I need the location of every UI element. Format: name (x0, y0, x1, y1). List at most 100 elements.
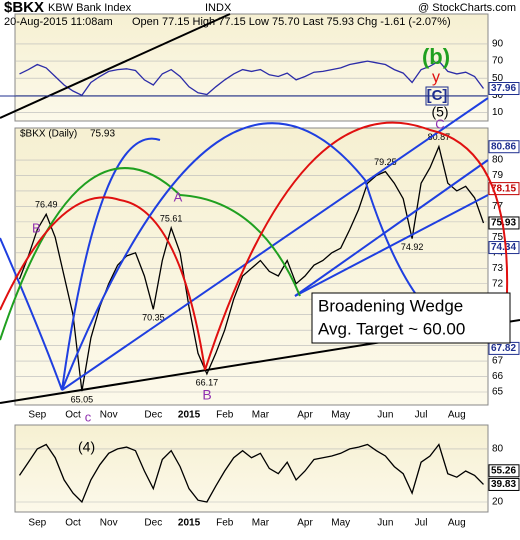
level-box (488, 477, 520, 491)
top-panel (14, 13, 489, 122)
index-name: KBW Bank Index (48, 2, 132, 14)
x-tick-label: Feb (216, 518, 234, 529)
x-tick-label: May (331, 518, 350, 529)
x-tick-label: Oct (65, 518, 81, 529)
data-label: 74.92 (401, 242, 424, 252)
annotation: [C] (427, 87, 448, 104)
annotation: (5) (431, 104, 448, 120)
legend-last: 75.93 (90, 129, 115, 140)
level-label: 74.34 (491, 242, 516, 253)
symbol: $BKX (4, 0, 44, 16)
level-box (488, 241, 520, 255)
data-label: 75.61 (160, 213, 183, 223)
data-label: 66.17 (196, 377, 219, 387)
annotation: (4) (78, 439, 95, 455)
x-tick-label: 2015 (178, 410, 201, 421)
annotation: B (202, 387, 211, 403)
datetime: 20-Aug-2015 11:08am (4, 16, 113, 28)
x-tick-label: Oct (65, 410, 81, 421)
red-arc (0, 196, 206, 371)
y-tick-label: 20 (492, 497, 504, 508)
blue-arc (61, 122, 421, 391)
blue-line (61, 97, 489, 391)
series-line (18, 443, 484, 504)
y-tick-label: 65 (492, 387, 504, 398)
annotation: Avg. Target ~ 60.00 (318, 319, 465, 338)
y-tick-label: 75 (492, 232, 504, 243)
level-box (488, 140, 520, 154)
y-tick-label: 67 (492, 356, 504, 367)
annotation: B (32, 220, 41, 235)
y-tick-label: 90 (492, 39, 504, 50)
data-label: 70.35 (142, 313, 165, 323)
x-tick-label: Mar (252, 518, 270, 529)
wedge-upper (0, 13, 231, 119)
legend-name: $BKX (Daily) (20, 129, 77, 140)
y-tick-label: 30 (492, 90, 504, 101)
series-line (19, 60, 485, 97)
data-label: 79.25 (374, 157, 397, 167)
red-arc (204, 121, 509, 371)
level-box (488, 464, 520, 478)
x-tick-label: Sep (28, 410, 46, 421)
x-tick-label: Feb (216, 410, 234, 421)
x-tick-label: Apr (297, 518, 313, 529)
blue-line (294, 159, 489, 297)
x-tick-label: Aug (448, 518, 466, 529)
box (425, 86, 449, 106)
wedge-box (311, 292, 511, 344)
x-tick-label: Aug (448, 410, 466, 421)
x-tick-label: Jun (377, 518, 393, 529)
x-tick-label: Jun (377, 410, 393, 421)
level-label: 67.82 (491, 343, 516, 354)
y-tick-label: 70 (492, 56, 504, 67)
source: @ StockCharts.com (418, 2, 516, 14)
annotation: Broadening Wedge (318, 296, 463, 315)
level-label: 80.86 (491, 141, 516, 152)
x-tick-label: Apr (297, 410, 313, 421)
annotation: C (435, 116, 444, 131)
x-tick-label: Nov (100, 518, 118, 529)
level-box (488, 82, 520, 96)
x-tick-label: Jul (415, 518, 428, 529)
y-tick-label: 10 (492, 107, 504, 118)
y-tick-label: 80 (492, 155, 504, 166)
level-label: 37.96 (491, 83, 516, 94)
x-tick-label: May (331, 410, 350, 421)
level-box (488, 182, 520, 196)
y-tick-label: 66 (492, 371, 504, 382)
data-label: 80.87 (428, 132, 451, 142)
y-tick-label: 79 (492, 170, 504, 181)
level-label: 55.26 (491, 465, 516, 476)
x-tick-label: Nov (100, 410, 118, 421)
data-label: 76.49 (35, 200, 58, 210)
series-line (18, 144, 485, 392)
y-tick-label: 72 (492, 278, 504, 289)
blue-line (294, 194, 489, 297)
y-tick-label: 80 (492, 444, 504, 455)
x-tick-label: Jul (415, 410, 428, 421)
annotation: (b) (422, 44, 450, 69)
exchange: INDX (205, 2, 232, 14)
wave-lines (0, 13, 520, 404)
x-tick-label: Sep (28, 518, 46, 529)
y-tick-label: 50 (492, 73, 504, 84)
data-label: 65.05 (71, 395, 94, 405)
level-label: 75.93 (491, 218, 516, 229)
x-tick-label: Dec (144, 518, 162, 529)
quote: Open 77.15 High 77.15 Low 75.70 Last 75.… (132, 16, 451, 28)
price-panel (14, 127, 489, 406)
x-tick-label: Dec (144, 410, 162, 421)
y-tick-label: 77 (492, 201, 504, 212)
level-label: 78.15 (491, 183, 516, 194)
x-tick-label: 2015 (178, 518, 201, 529)
bottom-panel (14, 424, 489, 513)
x-tick-label: Mar (252, 410, 270, 421)
blue-arc (0, 137, 161, 391)
level-label: 39.83 (491, 479, 516, 490)
annotation: y (432, 69, 440, 86)
y-tick-label: 73 (492, 263, 504, 274)
annotation: c (85, 409, 92, 424)
annotation: A (174, 189, 183, 204)
